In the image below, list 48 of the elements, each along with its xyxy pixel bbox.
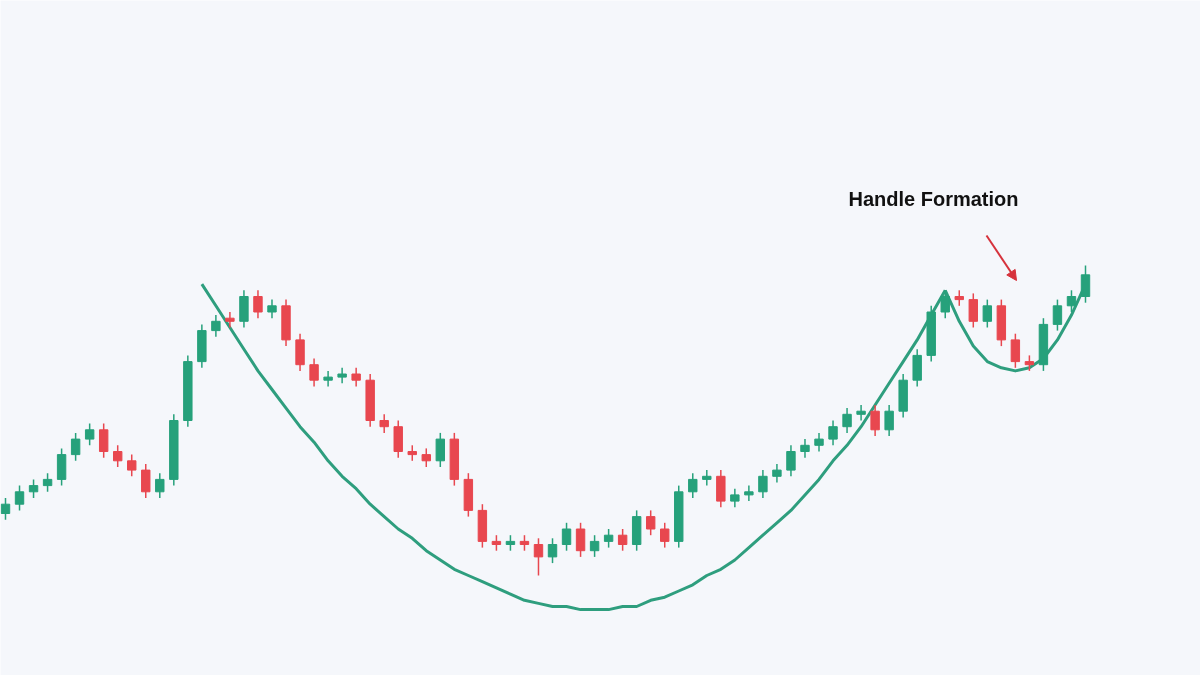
candlestick bbox=[14, 484, 25, 512]
candlestick bbox=[435, 432, 446, 468]
candlestick bbox=[603, 528, 614, 549]
candlestick bbox=[0, 497, 11, 521]
candlestick bbox=[127, 453, 137, 478]
candlestick bbox=[98, 422, 109, 459]
candlestick bbox=[589, 534, 600, 558]
candlestick bbox=[28, 478, 39, 499]
candlestick bbox=[884, 404, 894, 437]
candlestick bbox=[575, 522, 586, 558]
candlestick bbox=[688, 472, 698, 499]
candlestick bbox=[421, 447, 431, 468]
candlestick bbox=[113, 444, 123, 468]
candlestick bbox=[379, 413, 389, 434]
candlestick bbox=[828, 419, 838, 447]
candlestick bbox=[968, 292, 978, 329]
candlestick bbox=[70, 432, 81, 462]
candlestick bbox=[645, 509, 656, 536]
candlestick bbox=[660, 522, 670, 549]
candlestick bbox=[253, 289, 263, 319]
candlestick bbox=[1010, 332, 1021, 369]
candlestick bbox=[225, 311, 235, 329]
candlestick bbox=[786, 444, 796, 478]
candlestick bbox=[1066, 289, 1077, 313]
candlestick bbox=[561, 522, 572, 552]
candlestick bbox=[155, 472, 165, 499]
candlestick bbox=[84, 422, 95, 447]
candlestick bbox=[42, 472, 53, 493]
candlestick bbox=[351, 367, 361, 388]
candlestick bbox=[617, 528, 628, 552]
candlestick bbox=[800, 438, 810, 459]
candlestick bbox=[533, 537, 544, 577]
candlestick bbox=[211, 314, 221, 338]
candlestick bbox=[982, 298, 993, 329]
candlestick bbox=[267, 298, 277, 319]
candlestick bbox=[842, 407, 852, 434]
candlestick bbox=[702, 469, 712, 487]
candlestick bbox=[856, 404, 866, 422]
candlestick bbox=[547, 537, 558, 564]
candlestick bbox=[758, 469, 768, 499]
candlestick bbox=[870, 404, 880, 437]
text: Handle Formation bbox=[848, 187, 1019, 210]
candlestick bbox=[309, 357, 319, 388]
candlestick bbox=[730, 487, 740, 509]
candlestick bbox=[772, 463, 782, 484]
candlestick bbox=[1052, 298, 1063, 332]
candlestick bbox=[141, 463, 151, 499]
candlestick bbox=[814, 432, 824, 453]
